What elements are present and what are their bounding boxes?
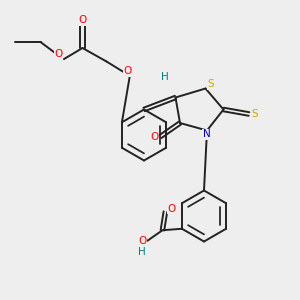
Text: S: S (208, 79, 214, 89)
Text: O: O (138, 236, 146, 246)
Text: N: N (202, 129, 210, 139)
Text: S: S (252, 109, 258, 119)
Text: H: H (137, 247, 145, 257)
Text: O: O (123, 66, 132, 76)
Text: O: O (54, 49, 63, 59)
Text: O: O (78, 15, 87, 25)
Text: O: O (150, 131, 159, 142)
Text: O: O (167, 204, 175, 214)
Text: H: H (161, 71, 169, 82)
